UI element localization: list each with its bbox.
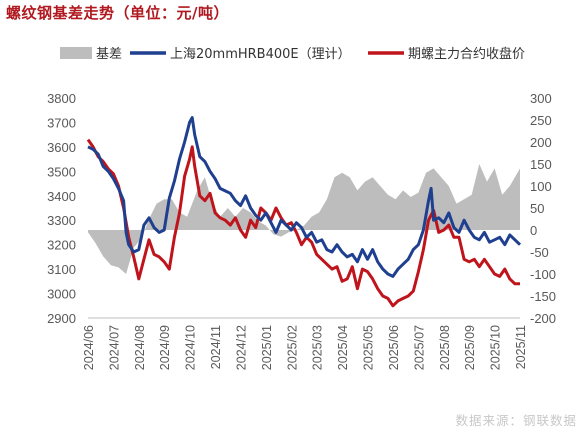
y-right-tick-label: 50 (530, 201, 544, 216)
y-left-tick-label: 3500 (47, 164, 76, 179)
futures-price-line (86, 138, 520, 308)
plot-area (86, 116, 522, 308)
y-left-tick-label: 2900 (47, 311, 76, 326)
y-left-tick-label: 3200 (47, 238, 76, 253)
x-tick-label: 2025/02 (285, 325, 299, 370)
source-note: 数据来源：钢联数据 (455, 413, 577, 428)
y-left-tick-label: 3000 (47, 287, 76, 302)
y-left-tick-label: 3700 (47, 115, 76, 130)
legend-label-spot: 上海20mmHRB400E（理计） (170, 47, 351, 62)
x-tick-label: 2024/10 (184, 325, 198, 370)
chart-title: 螺纹钢基差走势（单位：元/吨） (6, 4, 229, 22)
x-tick-label: 2024/08 (133, 325, 147, 370)
y-left-tick-label: 3400 (47, 189, 76, 204)
x-tick-label: 2024/06 (82, 325, 96, 370)
legend-label-futures: 期螺主力合约收盘价 (408, 46, 525, 62)
y-right-tick-label: 150 (530, 157, 552, 172)
x-tick-label: 2024/11 (209, 325, 223, 369)
y-axis-right: -200 -150 -100 -50 0 50 100 150 200 250 300 (530, 91, 556, 326)
x-tick-label: 2024/09 (158, 325, 172, 370)
y-left-tick-label: 3300 (47, 213, 76, 228)
y-right-tick-label: 250 (530, 113, 552, 128)
y-right-tick-label: 100 (530, 179, 552, 194)
y-right-tick-label: 0 (530, 223, 537, 238)
x-tick-label: 2024/07 (107, 325, 121, 370)
x-tick-label: 2025/08 (438, 325, 452, 370)
y-right-tick-label: -150 (530, 289, 556, 304)
x-tick-label: 2025/01 (260, 325, 274, 370)
basis-area (88, 164, 520, 274)
x-axis: 2024/06 2024/07 2024/08 2024/09 2024/10 2024/… (82, 325, 528, 370)
x-tick-label: 2025/10 (489, 325, 503, 370)
y-right-tick-label: -100 (530, 267, 556, 282)
y-left-tick-label: 3100 (47, 262, 76, 277)
x-tick-label: 2025/11 (514, 325, 528, 369)
x-tick-label: 2025/04 (336, 325, 350, 370)
x-tick-label: 2025/06 (387, 325, 401, 370)
legend-label-basis: 基差 (96, 47, 122, 62)
x-tick-label: 2025/09 (463, 325, 477, 370)
y-right-tick-label: -50 (530, 245, 549, 260)
x-tick-label: 2024/12 (234, 325, 248, 370)
y-right-tick-label: 200 (530, 135, 552, 150)
spot-price-line (87, 116, 522, 278)
x-tick-label: 2025/05 (362, 325, 376, 370)
y-axis-left: 2900 3000 3100 3200 3300 3400 3500 3600 3700 3800 (47, 91, 76, 326)
legend: 基差 上海20mmHRB400E（理计） 期螺主力合约收盘价 (60, 46, 525, 62)
x-tick-label: 2025/07 (412, 325, 426, 370)
x-tick-label: 2025/03 (311, 325, 325, 370)
legend-swatch-basis (60, 47, 92, 59)
y-right-tick-label: -200 (530, 311, 556, 326)
y-right-tick-label: 300 (530, 91, 552, 106)
y-left-tick-label: 3800 (47, 91, 76, 106)
y-left-tick-label: 3600 (47, 140, 76, 155)
